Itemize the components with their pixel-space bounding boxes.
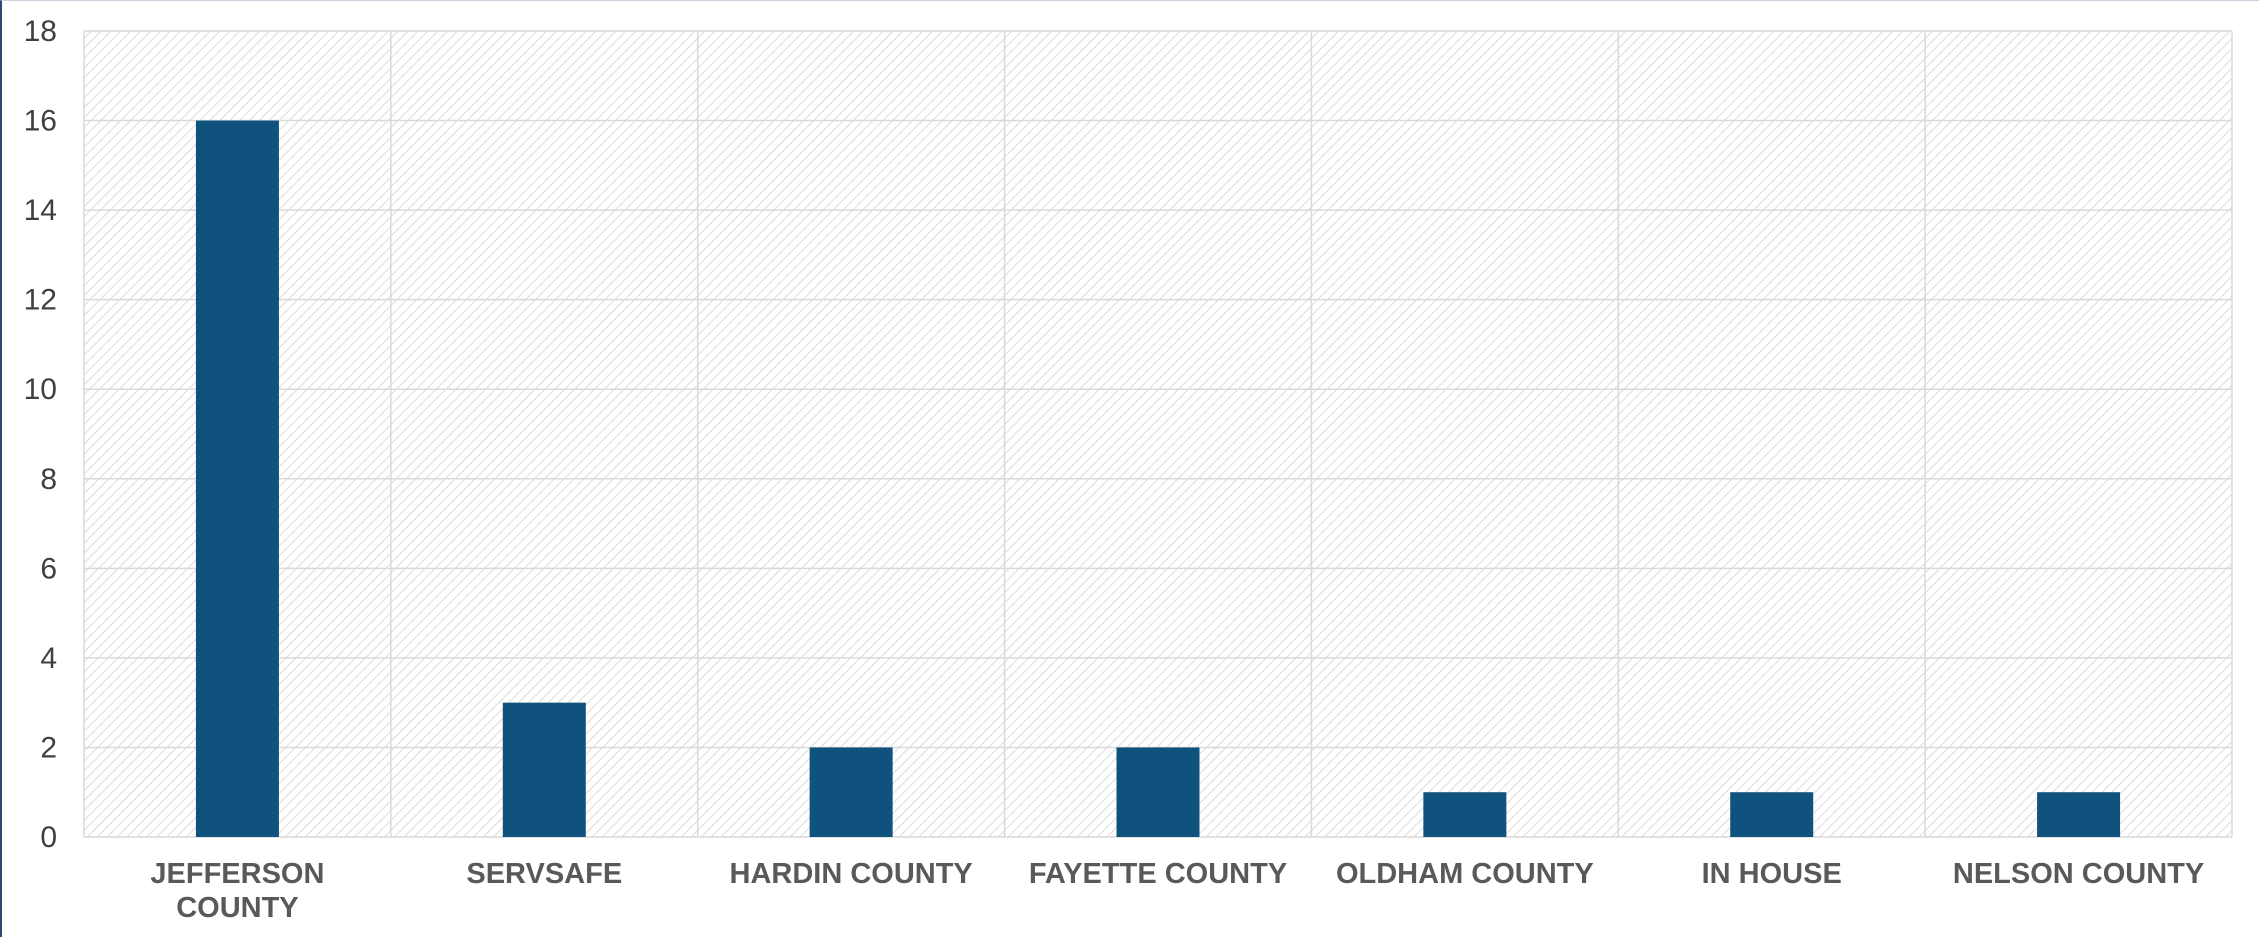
bars — [195, 120, 2121, 838]
y-tick-label: 10 — [24, 373, 57, 406]
y-tick-label: 6 — [40, 552, 57, 585]
bar-jefferson-county — [195, 120, 279, 838]
bar-fayette-county — [1116, 747, 1200, 837]
y-tick-label: 0 — [40, 821, 57, 854]
x-tick-label: JEFFERSON COUNTY — [150, 858, 324, 924]
x-tick-label: IN HOUSE — [1702, 858, 1842, 890]
y-tick-label: 8 — [40, 463, 57, 496]
y-tick-label: 14 — [24, 194, 57, 227]
x-tick-label-line: SERVSAFE — [466, 858, 622, 890]
bar-in-house — [1730, 792, 1814, 837]
y-axis: 0 2 4 6 8 10 12 14 16 18 — [24, 15, 57, 854]
x-tick-label: NELSON COUNTY — [1953, 858, 2204, 890]
x-tick-label-line: OLDHAM COUNTY — [1336, 858, 1594, 890]
x-tick-label: HARDIN COUNTY — [730, 858, 973, 890]
y-tick-label: 4 — [40, 642, 57, 675]
bar-oldham-county — [1423, 792, 1507, 837]
x-tick-label-line: HARDIN COUNTY — [730, 858, 973, 890]
x-tick-label-line: IN HOUSE — [1702, 858, 1842, 890]
bar-nelson-county — [2037, 792, 2121, 837]
x-tick-label: SERVSAFE — [466, 858, 622, 890]
x-tick-label-line: FAYETTE COUNTY — [1029, 858, 1287, 890]
x-tick-label-line: NELSON COUNTY — [1953, 858, 2204, 890]
y-tick-label: 12 — [24, 284, 57, 317]
x-tick-label-line: JEFFERSON — [150, 858, 324, 890]
bar-hardin-county — [809, 747, 893, 837]
x-axis: JEFFERSON COUNTY SERVSAFE HARDIN COUNTY FAYE… — [150, 858, 2204, 924]
gridlines — [83, 30, 2233, 838]
y-tick-label: 16 — [24, 105, 57, 138]
y-tick-label: 2 — [40, 731, 57, 764]
plot-area — [84, 31, 2232, 837]
x-tick-label: FAYETTE COUNTY — [1029, 858, 1287, 890]
x-tick-label-line: COUNTY — [176, 892, 298, 924]
bar-servsafe — [502, 702, 586, 837]
x-tick-label: OLDHAM COUNTY — [1336, 858, 1594, 890]
y-tick-label: 18 — [24, 15, 57, 48]
